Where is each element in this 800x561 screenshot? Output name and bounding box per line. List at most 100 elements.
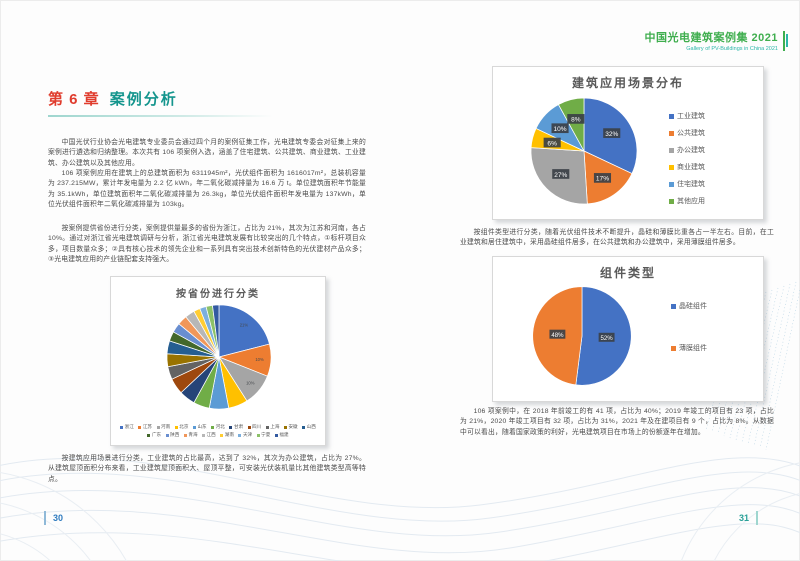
chart-scenarios: 建筑应用场景分布 32% 17% 27% 6% 10% 8% 工业建筑公共建筑办公建筑商业… [492,66,764,220]
legend-swatch-icon [265,425,269,429]
legend-item: 青海 [183,432,198,438]
legend-label: 公共建筑 [677,130,705,137]
data-label-box [598,332,615,342]
data-label: 10% [553,126,566,133]
legend-label: 商业建筑 [677,164,705,171]
chart-scenarios-title: 建筑应用场景分布 [571,76,684,90]
legend-swatch-icon [669,181,674,187]
legend-label: 安徽 [288,424,298,429]
legend-label: 山西 [306,424,316,429]
legend-item: 山西 [302,424,316,430]
legend-label: 江西 [206,432,216,437]
legend-item: 晶硅组件 [671,301,707,311]
legend-item: 湖南 [220,432,234,438]
chart-components: 组件类型 52% 48% 晶硅组件薄膜组件 [492,256,764,402]
legend-swatch-icon [211,425,215,429]
legend-label: 住宅建筑 [677,181,705,188]
data-label: 52% [601,335,614,342]
legend-item: 工业建筑 [669,111,705,121]
legend-label: 其他应用 [677,198,705,205]
legend-item: 安徽 [283,424,298,430]
legend-label: 山东 [197,424,207,429]
legend-swatch-icon [669,164,674,170]
legend-item: 宁夏 [256,432,271,438]
legend-label: 甘肃 [233,424,244,429]
chart-provinces-legend: 浙江 江苏 河南 北京 山东 河北 甘肃 四川 上海 安徽 山西广东 陕西 青海 江西 湖南 天津 宁夏 福建 [117,424,319,438]
legend-swatch-icon [247,425,251,429]
pie-chart-scenarios: 32% 17% 27% 6% 10% 8% [530,97,638,205]
legend-item: 天津 [238,432,252,438]
legend-item: 办公建筑 [669,145,705,155]
legend-label: 办公建筑 [677,147,705,154]
legend-label: 晶硅组件 [679,303,707,310]
legend-item: 广东 [147,432,161,438]
legend-swatch-icon [669,130,674,136]
data-label-box [593,173,612,183]
legend-label: 青海 [188,432,198,437]
chapter-heading: 第 6 章案例分析 [48,88,273,117]
legend-item: 商业建筑 [669,162,705,172]
accent-bar-teal [786,34,788,47]
page-number-left: 30 [44,511,63,525]
legend-label: 工业建筑 [677,113,705,120]
book-subtitle: Gallery of PV-Buildings in China 2021 [686,46,778,52]
legend-label: 上海 [270,424,280,429]
chapter-underline [48,115,273,117]
legend-label: 河南 [161,424,171,429]
legend-swatch-icon [174,425,178,429]
legend-label: 湖南 [224,432,234,437]
legend-item: 薄膜组件 [671,343,707,353]
data-label: 48% [551,332,564,339]
legend-item: 甘肃 [229,424,243,430]
legend-item: 北京 [174,424,189,430]
legend-label: 河北 [215,424,225,429]
data-label: 21% [240,322,249,327]
book-title: 中国光电建筑案例集 2021 [644,32,778,44]
data-label: 17% [596,176,609,183]
legend-swatch-icon [302,425,306,429]
legend-swatch-icon [192,425,196,429]
legend-swatch-icon [238,433,242,437]
data-label-box [551,123,569,134]
chart-components-legend: 晶硅组件 薄膜组件 [671,301,707,353]
legend-label: 广东 [151,432,162,437]
legend-label: 浙江 [124,424,134,429]
paragraph-scenarios: 按建筑应用场景进行分类，工业建筑的占比最高，达到了 32%，其次为办公建筑，占比… [48,455,366,483]
data-label-box [567,114,585,124]
legend-label: 北京 [179,424,189,429]
legend-label: 天津 [242,432,253,437]
legend-label: 薄膜组件 [679,345,707,352]
pie-chart-provinces: 21% 10% 10% [166,304,272,410]
legend-item: 陕西 [165,432,180,438]
accent-bar-green [783,30,785,51]
legend-label: 江苏 [142,424,153,429]
legend-swatch-icon [229,425,233,429]
legend-swatch-icon [669,198,674,204]
legend-item: 山东 [192,424,207,430]
legend-label: 福建 [279,432,289,437]
data-label-box [549,329,566,339]
legend-label: 宁夏 [261,432,271,437]
legend-item: 江西 [202,432,216,438]
header-accent-bars-icon [783,30,788,51]
legend-swatch-icon [202,433,206,437]
data-label-box [603,128,621,138]
data-label: 10% [246,380,255,385]
legend-label: 陕西 [170,432,180,437]
chart-provinces-title: 按省份进行分类 [176,289,260,300]
legend-item: 住宅建筑 [669,179,705,189]
page-number-right: 31 [739,511,758,525]
legend-swatch-icon [138,425,142,429]
paragraph-provinces: 按案例提供省份进行分类，案例提供量最多的省份为浙江，占比为 21%，其次为江苏和… [48,225,366,264]
chart-components-title: 组件类型 [599,266,656,280]
legend-swatch-icon [147,433,151,437]
chapter-title: 案例分析 [109,91,178,108]
pie-slice [218,304,270,358]
legend-label: 四川 [252,424,262,429]
chart-provinces: 按省份进行分类 21% 10% 10% 浙江 江苏 河南 北京 山东 河北 甘肃 四川 上海 安徽 山西… [110,276,326,446]
chart-scenarios-legend: 工业建筑公共建筑办公建筑商业建筑住宅建筑其他应用 [669,111,705,206]
legend-item: 其他应用 [669,196,705,206]
legend-swatch-icon [256,433,260,437]
legend-swatch-icon [671,303,676,309]
legend-item: 江苏 [138,424,152,430]
